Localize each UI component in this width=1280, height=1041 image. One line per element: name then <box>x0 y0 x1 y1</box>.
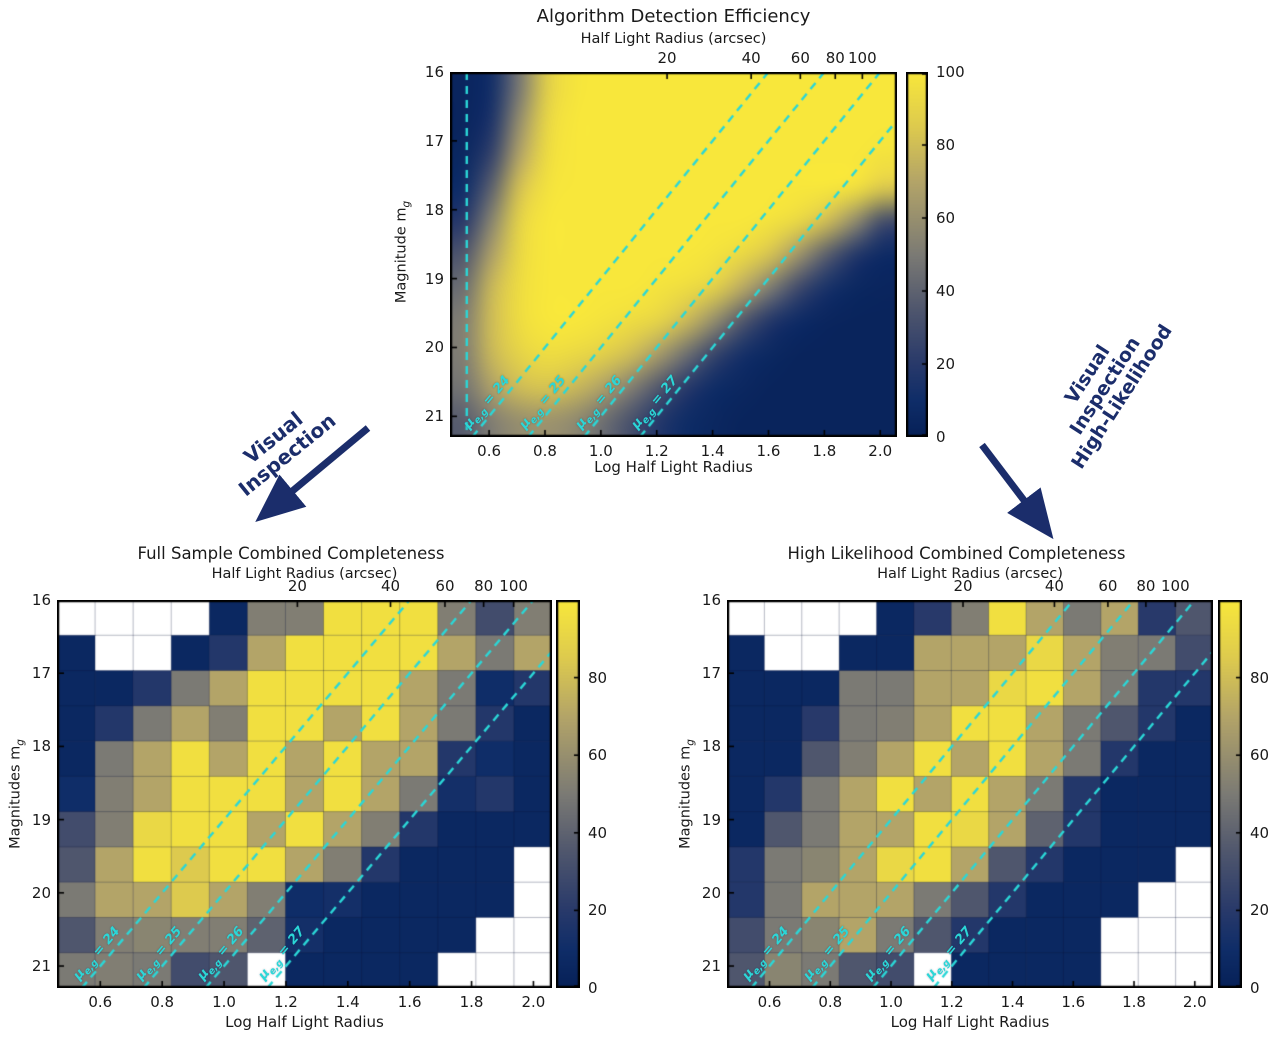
y-tick-label: 17 <box>31 664 51 683</box>
x-tick-label: 1.2 <box>939 993 964 1011</box>
x-tick-label: 0.6 <box>88 993 113 1011</box>
right-arrow-label-line: Inspection <box>1065 332 1145 439</box>
heatmap-canvas <box>727 600 1213 988</box>
panel0-y-axis-label: Magnitude mg <box>394 201 413 303</box>
panel0-y-axis-label-sub: g <box>400 200 413 208</box>
y-tick-label: 20 <box>31 883 51 902</box>
top-tick-label: 100 <box>848 49 877 67</box>
colorbar-tick-label: 80 <box>1250 668 1270 687</box>
y-tick-label: 17 <box>424 131 444 150</box>
colorbar-tick-label: 20 <box>936 355 956 373</box>
panel2-top-axis-label: Half Light Radius (arcsec) <box>877 566 1063 582</box>
panel1-y-axis-label-sub: g <box>14 739 27 746</box>
heatmap-canvas <box>450 72 897 437</box>
colorbar-tick-label: 0 <box>1250 979 1260 997</box>
top-tick-label: 60 <box>790 49 810 67</box>
panel2-y-axis-label-sub: g <box>684 739 697 746</box>
x-tick-label: 1.8 <box>459 993 484 1011</box>
y-tick-label: 18 <box>424 200 444 219</box>
panel1-x-axis-label: Log Half Light Radius <box>225 1013 384 1031</box>
x-tick-label: 1.0 <box>879 993 903 1011</box>
x-tick-label: 0.6 <box>757 993 782 1011</box>
colorbar-canvas <box>1218 600 1242 988</box>
colorbar-canvas <box>906 72 928 437</box>
panel2-y-axis-label-text: Magnitudes m <box>677 745 694 849</box>
panel1-top-axis-label: Half Light Radius (arcsec) <box>211 566 398 582</box>
panel0-title: Algorithm Detection Efficiency <box>536 6 811 27</box>
colorbar-tick-label: 20 <box>1250 901 1270 920</box>
x-tick-label: 1.8 <box>1122 993 1146 1011</box>
panel0-top-axis-label: Half Light Radius (arcsec) <box>580 31 767 47</box>
panel0-x-axis-label: Log Half Light Radius <box>594 458 753 476</box>
panel2-x-axis-label: Log Half Light Radius <box>890 1013 1050 1031</box>
x-tick-label: 1.6 <box>1061 993 1086 1011</box>
panel1-colorbar: 0 20 40 60 80 <box>556 600 607 997</box>
y-tick-label: 20 <box>424 338 444 357</box>
panel2-y-axis-label: Magnitudes mg <box>678 739 697 849</box>
right-arrow-icon <box>979 442 1054 540</box>
colorbar-tick-label: 0 <box>588 979 598 997</box>
x-tick-label: 1.4 <box>335 993 360 1011</box>
colorbar-tick-label: 80 <box>936 136 956 154</box>
top-tick-label: 20 <box>657 49 677 67</box>
y-tick-label: 21 <box>424 407 444 426</box>
top-tick-label: 80 <box>825 49 845 67</box>
right-arrow-label: Visual Inspection High-Likelihood <box>1025 285 1186 486</box>
panel1-y-axis-label: Magnitudes mg <box>8 739 27 849</box>
colorbar-tick-label: 100 <box>936 63 965 81</box>
x-tick-label: 1.0 <box>212 993 236 1011</box>
heatmap-canvas <box>57 600 552 988</box>
panel1-title: Full Sample Combined Completeness <box>137 544 445 563</box>
panel0-colorbar: 0 20 40 60 80 100 <box>906 63 965 446</box>
colorbar-tick-label: 40 <box>1250 823 1270 842</box>
y-tick-label: 16 <box>701 591 721 609</box>
colorbar-tick-label: 60 <box>936 209 956 227</box>
panel0-heatmap: 0.6 0.8 1.0 1.2 1.4 1.6 1.8 2.0 16 17 18 19 20 21 20 40… <box>425 49 897 460</box>
colorbar-tick-label: 20 <box>588 901 608 920</box>
y-tick-label: 16 <box>424 63 444 81</box>
panel2-colorbar: 0 20 40 60 80 <box>1218 600 1269 997</box>
x-tick-label: 1.2 <box>274 993 298 1011</box>
colorbar-tick-label: 60 <box>1250 746 1270 765</box>
colorbar-tick-label: 60 <box>588 746 608 765</box>
x-tick-label: 1.6 <box>397 993 422 1011</box>
x-tick-label: 1.4 <box>1000 993 1025 1011</box>
panel0-y-axis-label-text: Magnitude m <box>393 207 410 304</box>
colorbar-tick-label: 80 <box>588 668 608 687</box>
x-tick-label: 0.8 <box>818 993 843 1011</box>
y-tick-label: 19 <box>424 269 444 288</box>
x-tick-label: 2.0 <box>1182 993 1207 1011</box>
left-arrow-icon <box>255 425 371 522</box>
panel1-heatmap: 0.6 0.8 1.0 1.2 1.4 1.6 1.8 2.0 16 17 18 19 20 21 20 40… <box>32 577 552 1011</box>
colorbar-canvas <box>556 600 580 988</box>
y-tick-label: 20 <box>701 883 721 902</box>
top-tick-label: 40 <box>741 49 761 67</box>
panel2-title: High Likelihood Combined Completeness <box>787 544 1126 563</box>
x-tick-label: 0.8 <box>150 993 175 1011</box>
colorbar-tick-label: 40 <box>588 823 608 842</box>
y-tick-label: 17 <box>701 664 721 683</box>
x-tick-label: 2.0 <box>521 993 546 1011</box>
y-tick-label: 21 <box>701 957 721 976</box>
y-tick-label: 21 <box>31 957 51 976</box>
pan2-heatmap: 0.6 0.8 1.0 1.2 1.4 1.6 1.8 2.0 16 17 18 19 20 21 20 40… <box>702 577 1213 1011</box>
colorbar-tick-label: 40 <box>936 282 956 300</box>
panel1-y-axis-label-text: Magnitudes m <box>7 745 24 849</box>
y-tick-label: 16 <box>31 591 51 609</box>
